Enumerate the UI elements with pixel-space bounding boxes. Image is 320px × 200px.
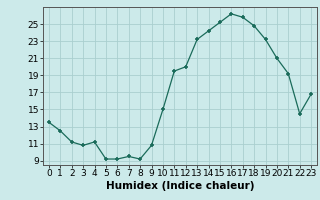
X-axis label: Humidex (Indice chaleur): Humidex (Indice chaleur) <box>106 181 254 191</box>
